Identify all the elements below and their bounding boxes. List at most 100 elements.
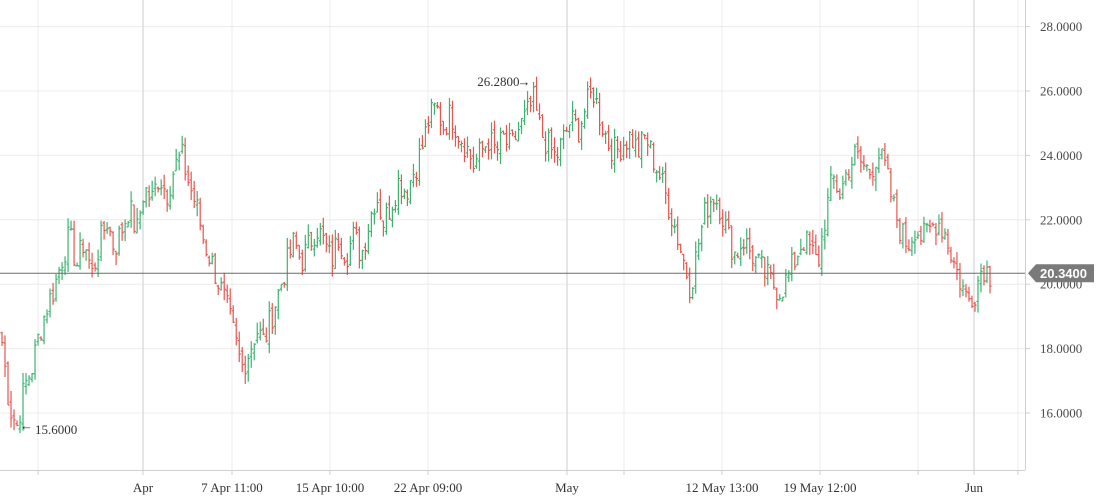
- ohlc-bar: [429, 98, 434, 129]
- ohlc-bar: [880, 148, 884, 160]
- ohlc-bar: [195, 191, 199, 217]
- ohlc-bar: [336, 233, 340, 251]
- ohlc-bar: [60, 262, 64, 281]
- ohlc-bar: [841, 175, 845, 200]
- ohlc-bar: [582, 108, 587, 129]
- ohlc-bar: [967, 286, 971, 302]
- ohlc-bar: [180, 135, 184, 154]
- y-tick-label: 16.0000: [1040, 406, 1082, 421]
- ohlc-bar: [766, 255, 770, 286]
- ohlc-bar: [84, 249, 88, 261]
- ohlc-bar: [510, 129, 515, 137]
- ohlc-bar: [742, 239, 746, 256]
- ohlc-bar: [976, 275, 980, 313]
- ohlc-bar: [261, 318, 265, 336]
- ohlc-bar: [637, 131, 641, 158]
- ohlc-bar: [588, 77, 593, 99]
- ohlc-bar: [796, 255, 800, 266]
- ohlc-bar: [685, 262, 689, 280]
- ohlc-bar: [0, 331, 4, 346]
- ohlc-bar: [57, 266, 61, 284]
- ohlc-bar: [480, 140, 485, 158]
- ohlc-bar: [601, 121, 605, 137]
- ohlc-bar: [850, 156, 854, 189]
- y-tick-label: 22.0000: [1040, 212, 1082, 227]
- ohlc-bar: [919, 225, 923, 245]
- ohlc-bar: [357, 226, 361, 269]
- ohlc-bar: [294, 231, 298, 250]
- ohlc-bar: [417, 138, 422, 186]
- ohlc-bar: [72, 220, 76, 266]
- ohlc-bar: [405, 189, 410, 206]
- y-tick-label: 28.0000: [1040, 19, 1082, 34]
- ohlc-bar: [727, 210, 731, 230]
- ohlc-bar: [108, 226, 112, 237]
- x-axis: Apr 7 Apr 11:00 15 Apr 10:00 22 Apr 09:00 Ma…: [37, 470, 1019, 495]
- ohlc-bar: [276, 288, 280, 320]
- ohlc-bar: [706, 194, 710, 228]
- ohlc-bar: [522, 99, 527, 125]
- ohlc-bar: [285, 237, 289, 291]
- ohlc-bar: [459, 140, 464, 153]
- ohlc-bar: [883, 143, 887, 166]
- ohlc-bar: [916, 231, 920, 240]
- ohlc-bar: [219, 277, 223, 291]
- ohlc-bar: [441, 120, 446, 135]
- ohlc-bar: [315, 227, 319, 248]
- ohlc-bar: [898, 218, 902, 245]
- ohlc-bar: [447, 97, 452, 140]
- ohlc-bar: [420, 135, 425, 150]
- ohlc-bar: [162, 174, 166, 200]
- ohlc-bar: [114, 250, 118, 266]
- ohlc-bar: [543, 131, 548, 162]
- ohlc-bar: [411, 163, 416, 188]
- ohlc-bar: [135, 207, 139, 234]
- ohlc-bar: [555, 146, 560, 166]
- ohlc-bar: [75, 262, 79, 267]
- ohlc-bar: [910, 237, 914, 256]
- ohlc-bar: [234, 318, 238, 346]
- ohlc-bar: [495, 141, 500, 161]
- ohlc-bar: [132, 204, 136, 234]
- ohlc-bar: [817, 245, 821, 268]
- ohlc-bar: [739, 237, 743, 267]
- ohlc-bar: [393, 200, 397, 213]
- ohlc-bar: [748, 227, 752, 260]
- ohlc-bar: [652, 142, 656, 173]
- y-axis: 16.000018.000020.000022.000024.000026.00…: [1025, 19, 1082, 421]
- ohlc-bar: [30, 373, 34, 383]
- ohlc-bar: [643, 134, 647, 140]
- ohlc-bar: [465, 136, 470, 158]
- ohlc-bar: [204, 239, 208, 257]
- ohlc-bar: [345, 253, 349, 276]
- ohlc-bar: [853, 143, 857, 166]
- annotations: 26.2800 → ← 15.6000: [20, 74, 531, 437]
- ohlc-bar: [552, 137, 557, 163]
- ohlc-bar: [105, 222, 109, 234]
- ohlc-bar: [622, 136, 626, 161]
- ohlc-bar: [835, 174, 839, 194]
- ohlc-bar: [760, 249, 764, 269]
- ohlc-bar: [862, 155, 866, 171]
- ohlc-bar: [561, 124, 566, 149]
- ohlc-bar: [396, 169, 401, 215]
- ohlc-bar: [222, 272, 226, 301]
- ohlc-bar: [697, 238, 701, 261]
- ohlc-bar: [808, 231, 812, 256]
- ohlc-bar: [489, 122, 494, 160]
- ohlc-bar: [159, 179, 163, 196]
- ohlc-bar: [348, 235, 352, 267]
- ohlc-bar: [384, 202, 388, 235]
- ohlc-bar: [78, 232, 82, 270]
- ohlc-bar: [778, 294, 782, 301]
- ohlc-bar: [540, 114, 545, 139]
- ohlc-bar: [243, 355, 247, 384]
- ohlc-bar: [183, 137, 187, 181]
- ohlc-bar: [408, 179, 413, 205]
- x-tick-label: 7 Apr 11:00: [201, 480, 263, 495]
- y-tick-label: 26.0000: [1040, 84, 1082, 99]
- ohlc-bar: [33, 339, 37, 380]
- ohlc-bar: [426, 116, 431, 134]
- ohlc-bar: [189, 171, 193, 201]
